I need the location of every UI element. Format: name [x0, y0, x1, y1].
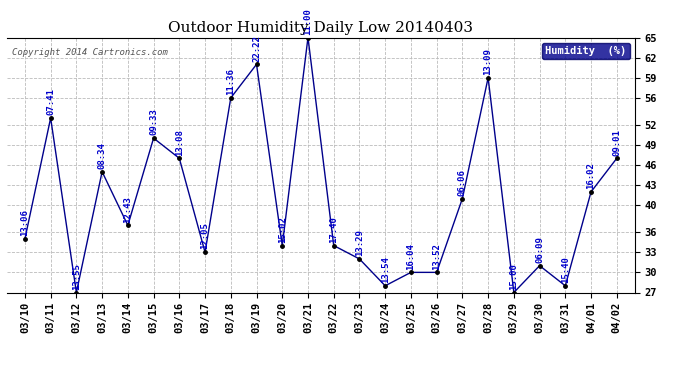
- Text: 12:05: 12:05: [201, 223, 210, 249]
- Text: 16:02: 16:02: [586, 162, 595, 189]
- Text: 06:09: 06:09: [535, 236, 544, 263]
- Text: 17:40: 17:40: [329, 216, 338, 243]
- Legend: Humidity  (%): Humidity (%): [542, 43, 629, 59]
- Text: 11:00: 11:00: [304, 8, 313, 35]
- Text: 11:36: 11:36: [226, 68, 235, 95]
- Text: 07:41: 07:41: [46, 88, 55, 115]
- Text: 15:00: 15:00: [509, 263, 518, 290]
- Text: 13:09: 13:09: [484, 48, 493, 75]
- Text: 15:02: 15:02: [278, 216, 287, 243]
- Text: 16:04: 16:04: [406, 243, 415, 270]
- Text: 13:08: 13:08: [175, 129, 184, 156]
- Text: 15:40: 15:40: [561, 256, 570, 283]
- Text: 13:29: 13:29: [355, 229, 364, 256]
- Text: 13:06: 13:06: [21, 209, 30, 236]
- Text: 13:54: 13:54: [381, 256, 390, 283]
- Text: 08:34: 08:34: [97, 142, 107, 169]
- Text: 06:06: 06:06: [458, 169, 467, 196]
- Text: 13:55: 13:55: [72, 263, 81, 290]
- Text: Copyright 2014 Cartronics.com: Copyright 2014 Cartronics.com: [12, 48, 168, 57]
- Title: Outdoor Humidity Daily Low 20140403: Outdoor Humidity Daily Low 20140403: [168, 21, 473, 35]
- Text: 22:22: 22:22: [252, 35, 261, 62]
- Text: 09:33: 09:33: [149, 108, 158, 135]
- Text: 12:43: 12:43: [124, 196, 132, 223]
- Text: 13:52: 13:52: [432, 243, 441, 270]
- Text: 09:01: 09:01: [612, 129, 621, 156]
